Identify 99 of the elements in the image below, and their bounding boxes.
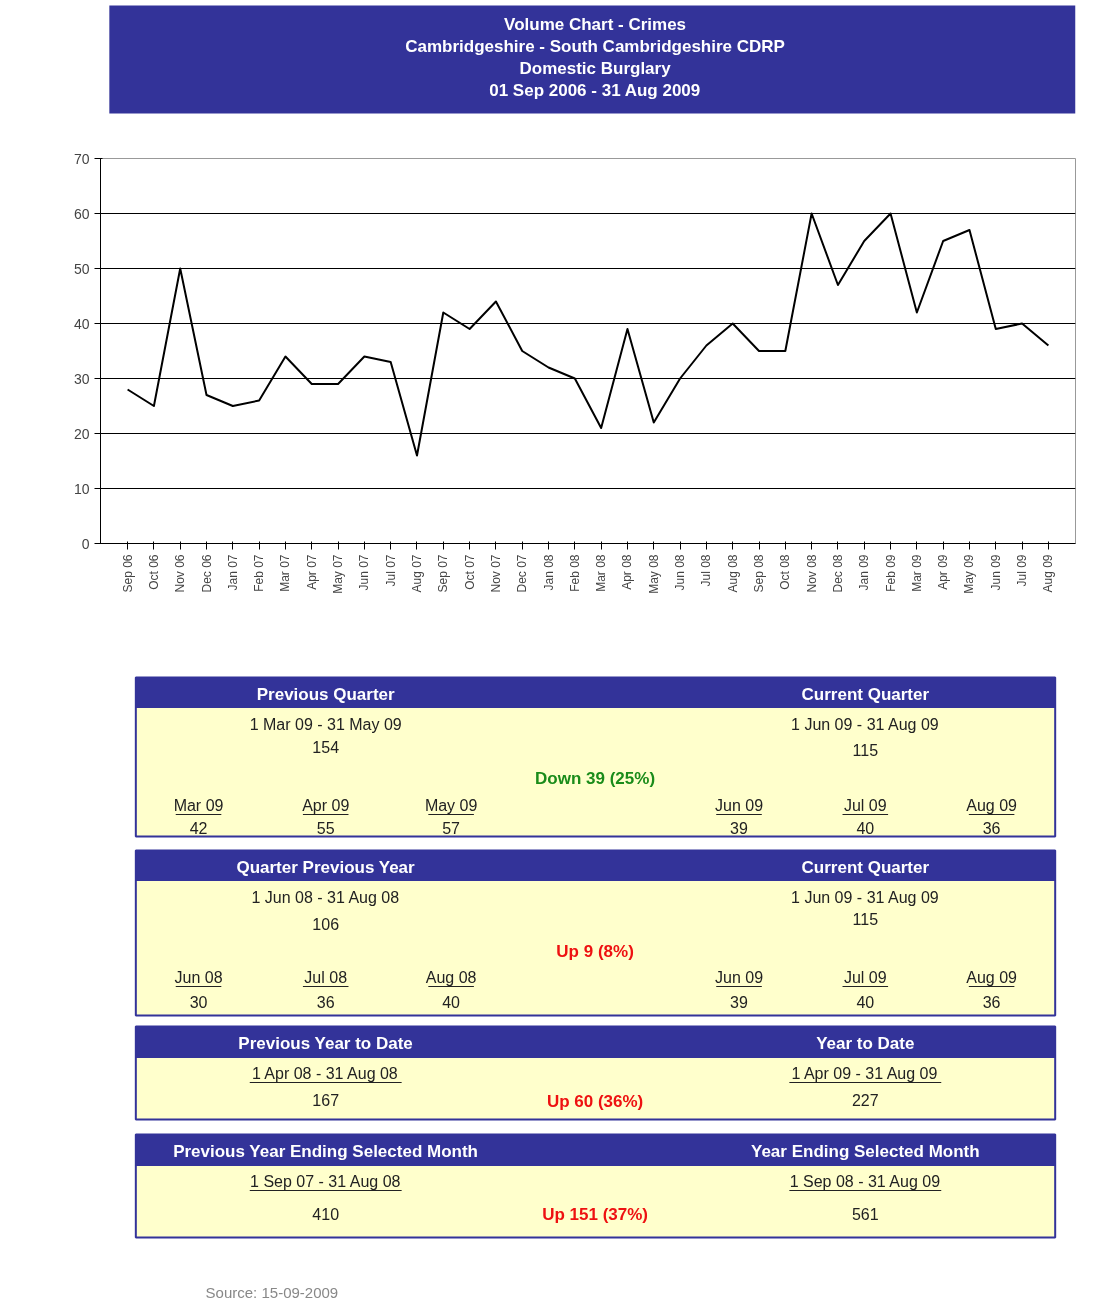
x-tick-label: Oct 06 (146, 554, 161, 590)
y-tick-label: 50 (73, 260, 90, 277)
x-tick-label: Aug 09 (1041, 554, 1056, 593)
text: Year Ending Selected Month (751, 1142, 980, 1161)
text: Previous Year to Date (238, 1034, 413, 1053)
text: 40 (856, 819, 875, 837)
x-tick-label: Dec 07 (515, 554, 530, 593)
x-tick-label: Jun 07 (357, 554, 372, 591)
y-tick-label: 30 (73, 370, 90, 387)
x-tick-label: Oct 08 (778, 554, 793, 590)
y-tick-label: 60 (73, 205, 90, 222)
x-tick-label: Jul 07 (383, 554, 398, 587)
x-tick-label: Dec 08 (830, 554, 845, 593)
text: 1 Sep 07 - 31 Aug 08 (250, 1173, 401, 1190)
text: 40 (442, 993, 461, 1011)
x-tick-label: Nov 07 (488, 554, 503, 593)
x-tick-label: Aug 08 (725, 554, 740, 593)
text: 42 (189, 819, 208, 837)
x-tick-label: Jul 09 (1015, 554, 1030, 587)
chart-subtitle: Cambridgeshire - South Cambridgeshire CDRP Domestic Burglary 01 Sep 2006 - 31 Aug 2009 (405, 37, 785, 100)
text: 40 (856, 993, 875, 1011)
x-tick-label: Sep 07 (436, 554, 451, 593)
text: Current Quarter (801, 858, 930, 877)
x-tick-label: Oct 07 (462, 554, 477, 590)
y-tick-label: 20 (73, 425, 90, 442)
y-tick-label: 10 (73, 480, 90, 497)
text: May 09 (424, 797, 478, 814)
x-tick-label: Sep 06 (120, 554, 135, 593)
text: 1 Sep 08 - 31 Aug 09 (789, 1173, 941, 1190)
text: 115 (852, 910, 879, 928)
text: Up 9 (8%) (556, 942, 634, 961)
x-tick-label: Jul 08 (699, 554, 714, 587)
x-tick-label: Jan 08 (541, 554, 556, 591)
text: 154 (312, 738, 340, 756)
x-tick-label: Jan 09 (857, 554, 872, 591)
text: Jun 09 (715, 969, 764, 986)
text: Aug 09 (966, 797, 1018, 814)
text: 57 (442, 819, 461, 837)
text: Up 151 (37%) (542, 1205, 648, 1224)
x-tick-label: May 09 (962, 554, 977, 594)
x-tick-label: Apr 09 (936, 554, 951, 590)
text: Down 39 (25%) (535, 769, 656, 788)
x-tick-label: Apr 08 (620, 554, 635, 590)
text: Jul 08 (304, 969, 348, 986)
x-tick-label: May 08 (646, 554, 661, 594)
x-tick-label: Feb 08 (567, 554, 582, 592)
x-tick-label: Feb 09 (883, 554, 898, 592)
x-tick-label: Dec 06 (199, 554, 214, 593)
text: 39 (730, 819, 749, 837)
text: Previous Quarter (256, 685, 396, 704)
text: 30 (189, 993, 208, 1011)
text: Year to Date (816, 1034, 915, 1053)
text: 1 Jun 09 - 31 Aug 09 (791, 716, 939, 733)
text: Jul 09 (843, 797, 887, 814)
x-tick-label: Jan 07 (225, 554, 240, 591)
text: 1 Apr 09 - 31 Aug 09 (791, 1065, 938, 1082)
x-tick-label: Mar 09 (909, 554, 924, 592)
text: 39 (730, 993, 749, 1011)
source-note: Source: 15-09-2009 (205, 1284, 339, 1301)
text: Aug 09 (966, 969, 1018, 986)
text: Apr 09 (302, 797, 350, 814)
text: 167 (312, 1091, 340, 1109)
text: Jun 08 (174, 969, 223, 986)
text: 561 (851, 1205, 879, 1223)
text: 36 (982, 819, 1001, 837)
y-tick-label: 0 (81, 535, 90, 552)
x-tick-label: Nov 06 (173, 554, 188, 593)
text: Jul 09 (843, 969, 887, 986)
text: 1 Jun 08 - 31 Aug 08 (251, 889, 400, 906)
text: Aug 08 (425, 969, 477, 986)
text: 106 (312, 915, 340, 933)
x-tick-label: Sep 08 (752, 554, 767, 593)
x-tick-label: May 07 (331, 554, 346, 594)
text: 115 (852, 741, 879, 759)
chart-title: Volume Chart - Crimes (504, 15, 687, 34)
x-tick-label: Mar 08 (594, 554, 609, 592)
y-tick-label: 40 (73, 315, 90, 332)
x-tick-label: Nov 08 (804, 554, 819, 593)
x-tick-label: Mar 07 (278, 554, 293, 592)
text: 227 (851, 1091, 879, 1109)
text: 36 (316, 993, 335, 1011)
text: Current Quarter (801, 685, 930, 704)
x-tick-label: Aug 07 (409, 554, 424, 593)
text: 36 (982, 993, 1001, 1011)
text: Quarter Previous Year (236, 858, 416, 877)
x-tick-label: Jun 08 (673, 554, 688, 591)
x-tick-label: Feb 07 (252, 554, 267, 592)
y-tick-label: 70 (73, 150, 90, 167)
text: 1 Mar 09 - 31 May 09 (249, 716, 402, 733)
text: Up 60 (36%) (546, 1092, 644, 1111)
text: 55 (316, 819, 335, 837)
text: Jun 09 (715, 797, 764, 814)
text: 1 Jun 09 - 31 Aug 09 (791, 889, 939, 906)
x-tick-label: Jun 09 (988, 554, 1003, 591)
text: Previous Year Ending Selected Month (173, 1142, 478, 1161)
text: 410 (312, 1205, 340, 1223)
x-tick-label: Apr 07 (304, 554, 319, 590)
text: 1 Apr 08 - 31 Aug 08 (251, 1065, 398, 1082)
text: Mar 09 (173, 797, 224, 814)
